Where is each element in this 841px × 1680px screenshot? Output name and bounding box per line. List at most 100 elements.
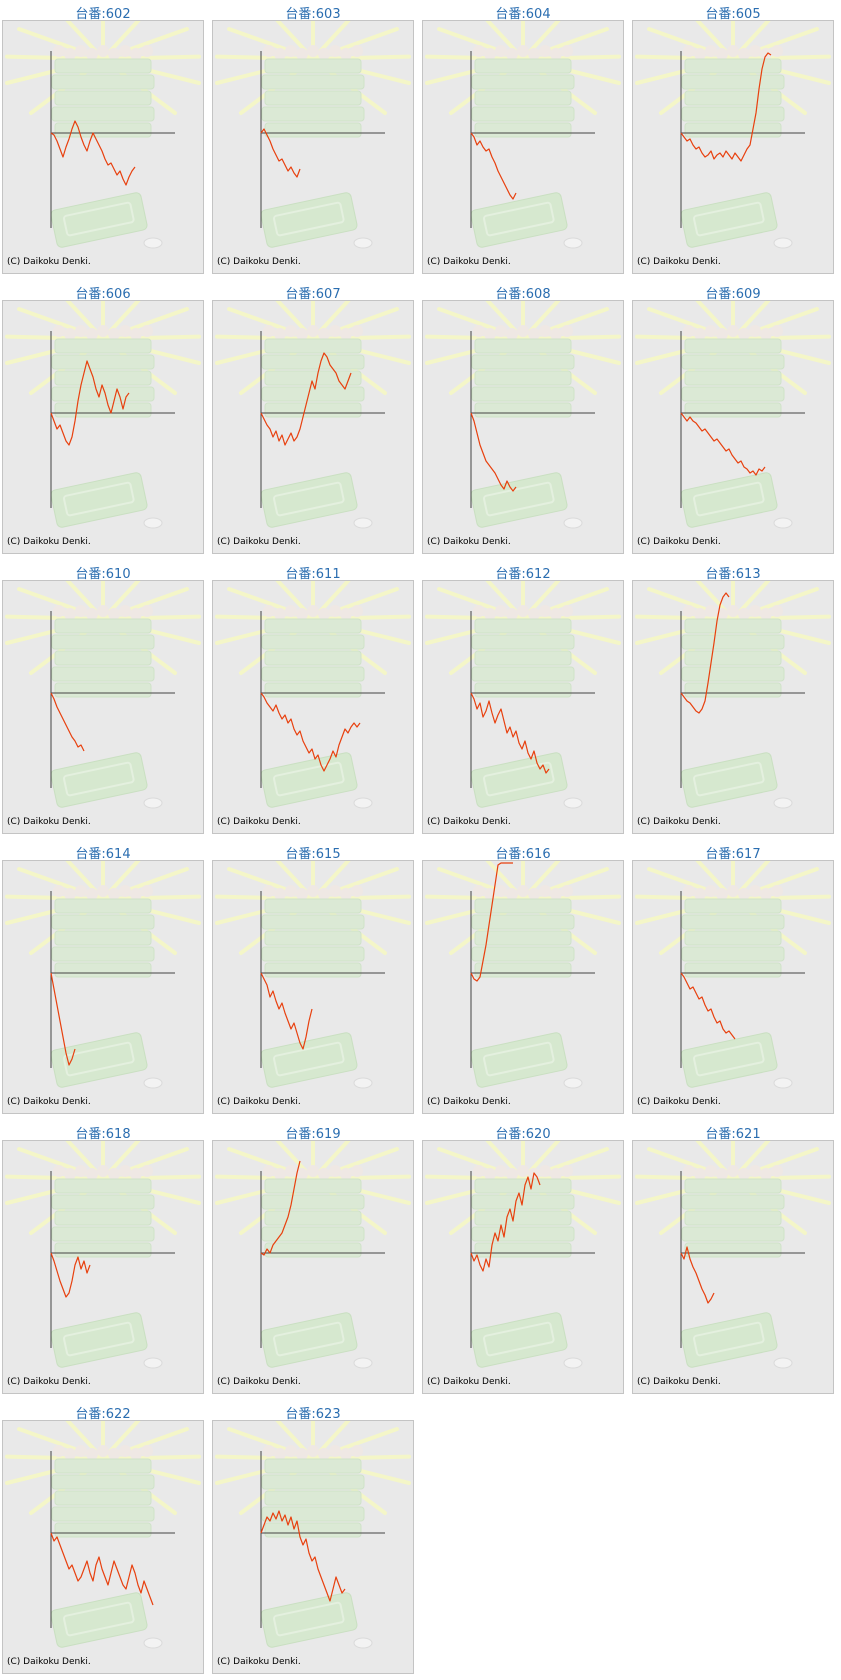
- copyright-text: (C) Daikoku Denki.: [637, 257, 721, 267]
- chart-frame: (C) Daikoku Denki.: [632, 300, 834, 554]
- series-line: [470, 412, 517, 492]
- series-line: [50, 120, 136, 186]
- copyright-text: (C) Daikoku Denki.: [7, 817, 91, 827]
- chart-panel: 台番:610 (C) Daikoku Denki.: [0, 560, 206, 835]
- chart-title[interactable]: 台番:616: [495, 847, 551, 862]
- background-illustration: [5, 1421, 201, 1649]
- background-illustration: [215, 1421, 411, 1649]
- chart-panel: 台番:618 (C) Daikoku Denki.: [0, 1120, 206, 1395]
- copyright-text: (C) Daikoku Denki.: [7, 537, 91, 547]
- background-illustration: [635, 581, 831, 809]
- series-line: [680, 592, 730, 714]
- copyright-text: (C) Daikoku Denki.: [7, 257, 91, 267]
- background-illustration: [5, 1141, 201, 1369]
- chart-title[interactable]: 台番:614: [75, 847, 131, 862]
- chart-title[interactable]: 台番:615: [285, 847, 341, 862]
- chart-panel: 台番:602 (C) Daikoku Denki.: [0, 0, 206, 275]
- chart-title[interactable]: 台番:603: [285, 7, 341, 22]
- chart-panel: 台番:604 (C) Daikoku Denki.: [420, 0, 626, 275]
- chart-title[interactable]: 台番:622: [75, 1407, 131, 1422]
- chart-frame: (C) Daikoku Denki.: [632, 860, 834, 1114]
- chart-panel: 台番:619 (C) Daikoku Denki.: [210, 1120, 416, 1395]
- line-chart: [5, 21, 201, 249]
- line-chart: [5, 301, 201, 529]
- background-illustration: [425, 1141, 621, 1369]
- copyright-text: (C) Daikoku Denki.: [217, 1097, 301, 1107]
- copyright-text: (C) Daikoku Denki.: [637, 1377, 721, 1387]
- series-line: [260, 1160, 301, 1256]
- chart-title[interactable]: 台番:621: [705, 1127, 761, 1142]
- line-chart: [635, 21, 831, 249]
- copyright-text: (C) Daikoku Denki.: [427, 537, 511, 547]
- chart-frame: (C) Daikoku Denki.: [422, 580, 624, 834]
- line-chart: [5, 861, 201, 1089]
- chart-panel: 台番:608 (C) Daikoku Denki.: [420, 280, 626, 555]
- chart-panel: 台番:607 (C) Daikoku Denki.: [210, 280, 416, 555]
- chart-title[interactable]: 台番:612: [495, 567, 551, 582]
- line-chart: [425, 861, 621, 1089]
- chart-frame: (C) Daikoku Denki.: [2, 1140, 204, 1394]
- line-chart: [215, 301, 411, 529]
- chart-panel: 台番:621 (C) Daikoku Denki.: [630, 1120, 836, 1395]
- chart-title[interactable]: 台番:618: [75, 1127, 131, 1142]
- chart-panel: 台番:603 (C) Daikoku Denki.: [210, 0, 416, 275]
- chart-frame: (C) Daikoku Denki.: [212, 860, 414, 1114]
- series-line: [470, 862, 513, 982]
- chart-panel: 台番:623 (C) Daikoku Denki.: [210, 1400, 416, 1675]
- copyright-text: (C) Daikoku Denki.: [7, 1377, 91, 1387]
- chart-title[interactable]: 台番:608: [495, 287, 551, 302]
- chart-panel: 台番:616 (C) Daikoku Denki.: [420, 840, 626, 1115]
- copyright-text: (C) Daikoku Denki.: [217, 1657, 301, 1667]
- chart-title[interactable]: 台番:604: [495, 7, 551, 22]
- chart-title[interactable]: 台番:611: [285, 567, 341, 582]
- chart-title[interactable]: 台番:609: [705, 287, 761, 302]
- background-illustration: [425, 21, 621, 249]
- background-illustration: [5, 581, 201, 809]
- chart-panel: 台番:612 (C) Daikoku Denki.: [420, 560, 626, 835]
- series-line: [470, 692, 550, 774]
- chart-panel: 台番:622 (C) Daikoku Denki.: [0, 1400, 206, 1675]
- chart-frame: (C) Daikoku Denki.: [632, 1140, 834, 1394]
- copyright-text: (C) Daikoku Denki.: [637, 817, 721, 827]
- background-illustration: [635, 1141, 831, 1369]
- background-illustration: [635, 861, 831, 1089]
- background-illustration: [215, 861, 411, 1089]
- series-line: [50, 1252, 91, 1298]
- chart-title[interactable]: 台番:610: [75, 567, 131, 582]
- line-chart: [215, 861, 411, 1089]
- copyright-text: (C) Daikoku Denki.: [217, 1377, 301, 1387]
- copyright-text: (C) Daikoku Denki.: [637, 537, 721, 547]
- chart-panel: 台番:615 (C) Daikoku Denki.: [210, 840, 416, 1115]
- line-chart: [425, 21, 621, 249]
- chart-title[interactable]: 台番:623: [285, 1407, 341, 1422]
- background-illustration: [5, 301, 201, 529]
- line-chart: [425, 301, 621, 529]
- chart-title[interactable]: 台番:602: [75, 7, 131, 22]
- line-chart: [425, 1141, 621, 1369]
- chart-frame: (C) Daikoku Denki.: [212, 20, 414, 274]
- chart-frame: (C) Daikoku Denki.: [422, 20, 624, 274]
- chart-panel: 台番:606 (C) Daikoku Denki.: [0, 280, 206, 555]
- chart-title[interactable]: 台番:607: [285, 287, 341, 302]
- background-illustration: [425, 581, 621, 809]
- chart-title[interactable]: 台番:605: [705, 7, 761, 22]
- copyright-text: (C) Daikoku Denki.: [217, 537, 301, 547]
- copyright-text: (C) Daikoku Denki.: [427, 1377, 511, 1387]
- series-line: [50, 692, 85, 752]
- copyright-text: (C) Daikoku Denki.: [217, 257, 301, 267]
- chart-title[interactable]: 台番:606: [75, 287, 131, 302]
- background-illustration: [425, 301, 621, 529]
- background-illustration: [5, 861, 201, 1089]
- chart-title[interactable]: 台番:619: [285, 1127, 341, 1142]
- chart-frame: (C) Daikoku Denki.: [2, 580, 204, 834]
- chart-frame: (C) Daikoku Denki.: [2, 860, 204, 1114]
- chart-title[interactable]: 台番:613: [705, 567, 761, 582]
- chart-frame: (C) Daikoku Denki.: [212, 300, 414, 554]
- chart-title[interactable]: 台番:617: [705, 847, 761, 862]
- chart-panel: 台番:605 (C) Daikoku Denki.: [630, 0, 836, 275]
- line-chart: [5, 1141, 201, 1369]
- line-chart: [5, 1421, 201, 1649]
- chart-title[interactable]: 台番:620: [495, 1127, 551, 1142]
- chart-panel: 台番:617 (C) Daikoku Denki.: [630, 840, 836, 1115]
- line-chart: [215, 21, 411, 249]
